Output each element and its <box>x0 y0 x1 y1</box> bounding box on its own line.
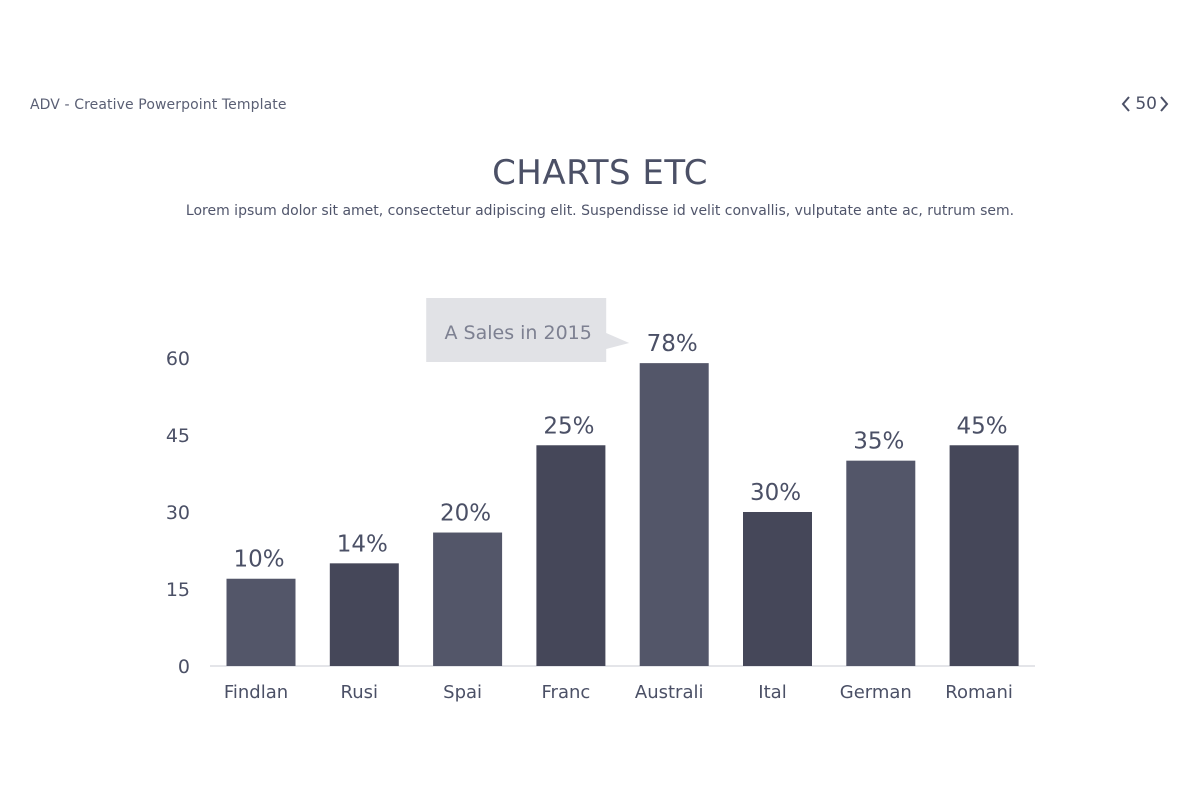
annotation-callout <box>426 298 630 362</box>
x-tick-label: Rusi <box>341 682 379 703</box>
page-number: 50 <box>1135 94 1157 114</box>
template-name: ADV - Creative Powerpoint Template <box>30 97 287 113</box>
x-tick-label: Ital <box>758 682 786 703</box>
x-tick-label: Australi <box>635 682 704 703</box>
bar <box>743 512 812 666</box>
data-label: 30% <box>750 480 801 506</box>
y-tick-label: 45 <box>166 425 190 447</box>
x-tick-label: Franc <box>542 682 591 703</box>
chevron-left-icon[interactable] <box>1120 94 1134 114</box>
data-label: 45% <box>957 413 1008 439</box>
bar <box>433 532 503 666</box>
x-tick-label: Spai <box>443 682 482 703</box>
data-label: 78% <box>647 331 698 357</box>
slide-pager: 50 <box>1120 94 1172 114</box>
x-tick-label: German <box>840 682 912 703</box>
chevron-right-icon[interactable] <box>1158 94 1172 114</box>
bar <box>226 578 296 666</box>
x-tick-label: Romani <box>945 682 1013 703</box>
slide-subtitle: Lorem ipsum dolor sit amet, consectetur … <box>185 203 1015 219</box>
bar <box>846 460 916 666</box>
data-label: 20% <box>440 501 491 527</box>
bar <box>639 363 709 666</box>
y-tick-label: 0 <box>178 656 190 678</box>
data-label: 35% <box>853 429 904 455</box>
data-label: 25% <box>543 413 594 439</box>
y-tick-label: 60 <box>166 348 190 370</box>
data-label: 14% <box>337 531 388 557</box>
y-tick-label: 30 <box>166 502 190 524</box>
bar <box>949 445 1019 666</box>
x-tick-label: Findlan <box>224 682 288 703</box>
y-tick-label: 15 <box>166 579 190 601</box>
data-label: 10% <box>233 547 284 573</box>
slide-title: CHARTS ETC <box>492 153 708 193</box>
bar <box>536 445 606 666</box>
annotation-label: A Sales in 2015 <box>445 322 592 344</box>
bar <box>329 563 399 666</box>
